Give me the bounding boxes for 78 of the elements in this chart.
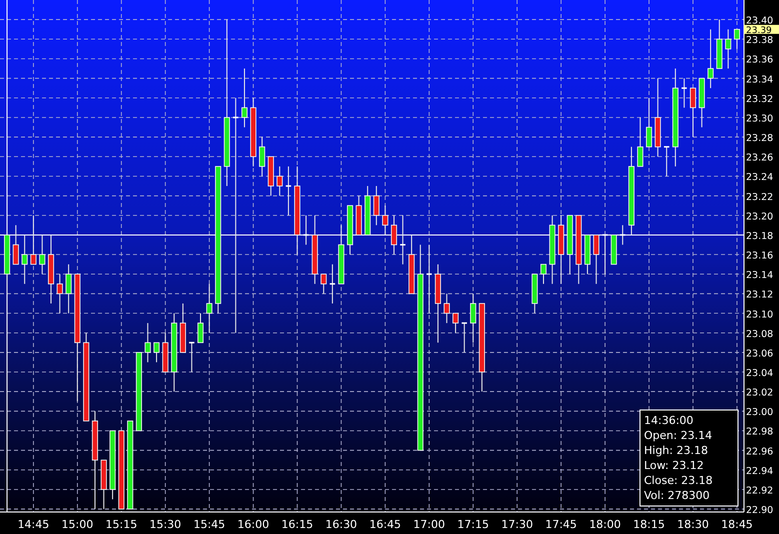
annotation: High: 23.18 [644,444,708,457]
x-tick-label: 15:30 [149,518,182,531]
y-tick-label: 23.38 [746,35,774,46]
candlestick [444,293,450,324]
candlestick [734,28,740,50]
y-tick-label: 23.40 [746,16,774,27]
annotation: 23.39 [746,26,772,36]
y-tick-label: 23.04 [746,368,774,380]
y-tick-label: 23.18 [746,230,774,242]
candlestick [276,166,283,196]
candlestick [637,116,644,167]
x-tick-label: 15:00 [62,518,94,531]
y-tick-label: 23.12 [746,290,774,301]
annotation: Low: 23.12 [644,459,704,472]
x-tick-label: 18:00 [589,518,621,531]
annotation: 14:36:00 [644,414,694,427]
annotation: Vol: 278300 [644,489,710,502]
y-tick-label: 23.20 [746,211,774,222]
y-tick-label: 23.36 [746,54,774,66]
y-tick-label: 22.90 [746,505,774,516]
candlestick [426,244,432,314]
y-tick-label: 23.16 [746,250,774,262]
y-tick-label: 23.30 [746,113,774,124]
candlestick [708,28,714,89]
candlestick [452,312,459,334]
candlestick [664,146,670,177]
y-tick-label: 23.22 [746,192,774,203]
y-tick-label: 22.94 [746,466,774,477]
y-tick-label: 22.92 [746,485,774,496]
candlestick [690,88,696,138]
y-tick-label: 23.08 [746,328,774,340]
x-tick-label: 16:15 [281,518,314,531]
candlestick [320,274,327,294]
x-tick-label: 17:15 [457,518,489,531]
candlestick [241,68,248,128]
candlestick [56,274,63,314]
y-tick-label: 23.00 [746,407,774,418]
y-tick-label: 23.02 [746,388,774,399]
y-tick-label: 22.98 [746,426,774,438]
y-tick-label: 23.26 [746,152,774,164]
x-tick-label: 17:45 [545,518,577,531]
candlestick [144,322,151,363]
y-tick-label: 23.14 [746,270,774,282]
y-tick-label: 23.28 [746,133,774,144]
x-tick-label: 14:45 [18,518,50,531]
annotation: Close: 23.18 [644,474,713,487]
annotation: Open: 23.14 [644,429,712,442]
x-tick-label: 18:15 [633,518,665,531]
x-tick-label: 15:45 [193,518,226,531]
candlestick [470,293,476,344]
candlestick [682,78,687,108]
x-tick-label: 17:30 [501,518,533,531]
x-tick-label: 16:00 [237,518,270,531]
candlestick [286,166,292,216]
y-tick-label: 23.32 [746,94,774,105]
candlestick [259,136,266,177]
y-tick-label: 22.96 [746,446,774,458]
y-tick-label: 23.10 [746,309,774,320]
candlestick [462,322,467,353]
candlestick [206,283,212,334]
candlestick [330,264,336,304]
y-tick-label: 23.24 [746,172,774,184]
y-tick-label: 23.34 [746,74,774,86]
x-tick-label: 16:45 [369,518,402,531]
candlestick [197,312,204,344]
x-tick-label: 16:30 [325,518,358,531]
candlestick [66,264,72,314]
candlestick [154,342,160,363]
candlestick [189,342,194,373]
y-tick-label: 23.06 [746,348,774,360]
x-tick-label: 15:15 [106,518,138,531]
x-tick-label: 17:00 [413,518,446,531]
x-tick-label: 18:30 [677,518,709,531]
x-tick-label: 18:45 [721,518,753,531]
candlestick [540,264,547,284]
candlestick [725,28,732,70]
candlestick [373,186,380,226]
candlestick [646,97,652,148]
